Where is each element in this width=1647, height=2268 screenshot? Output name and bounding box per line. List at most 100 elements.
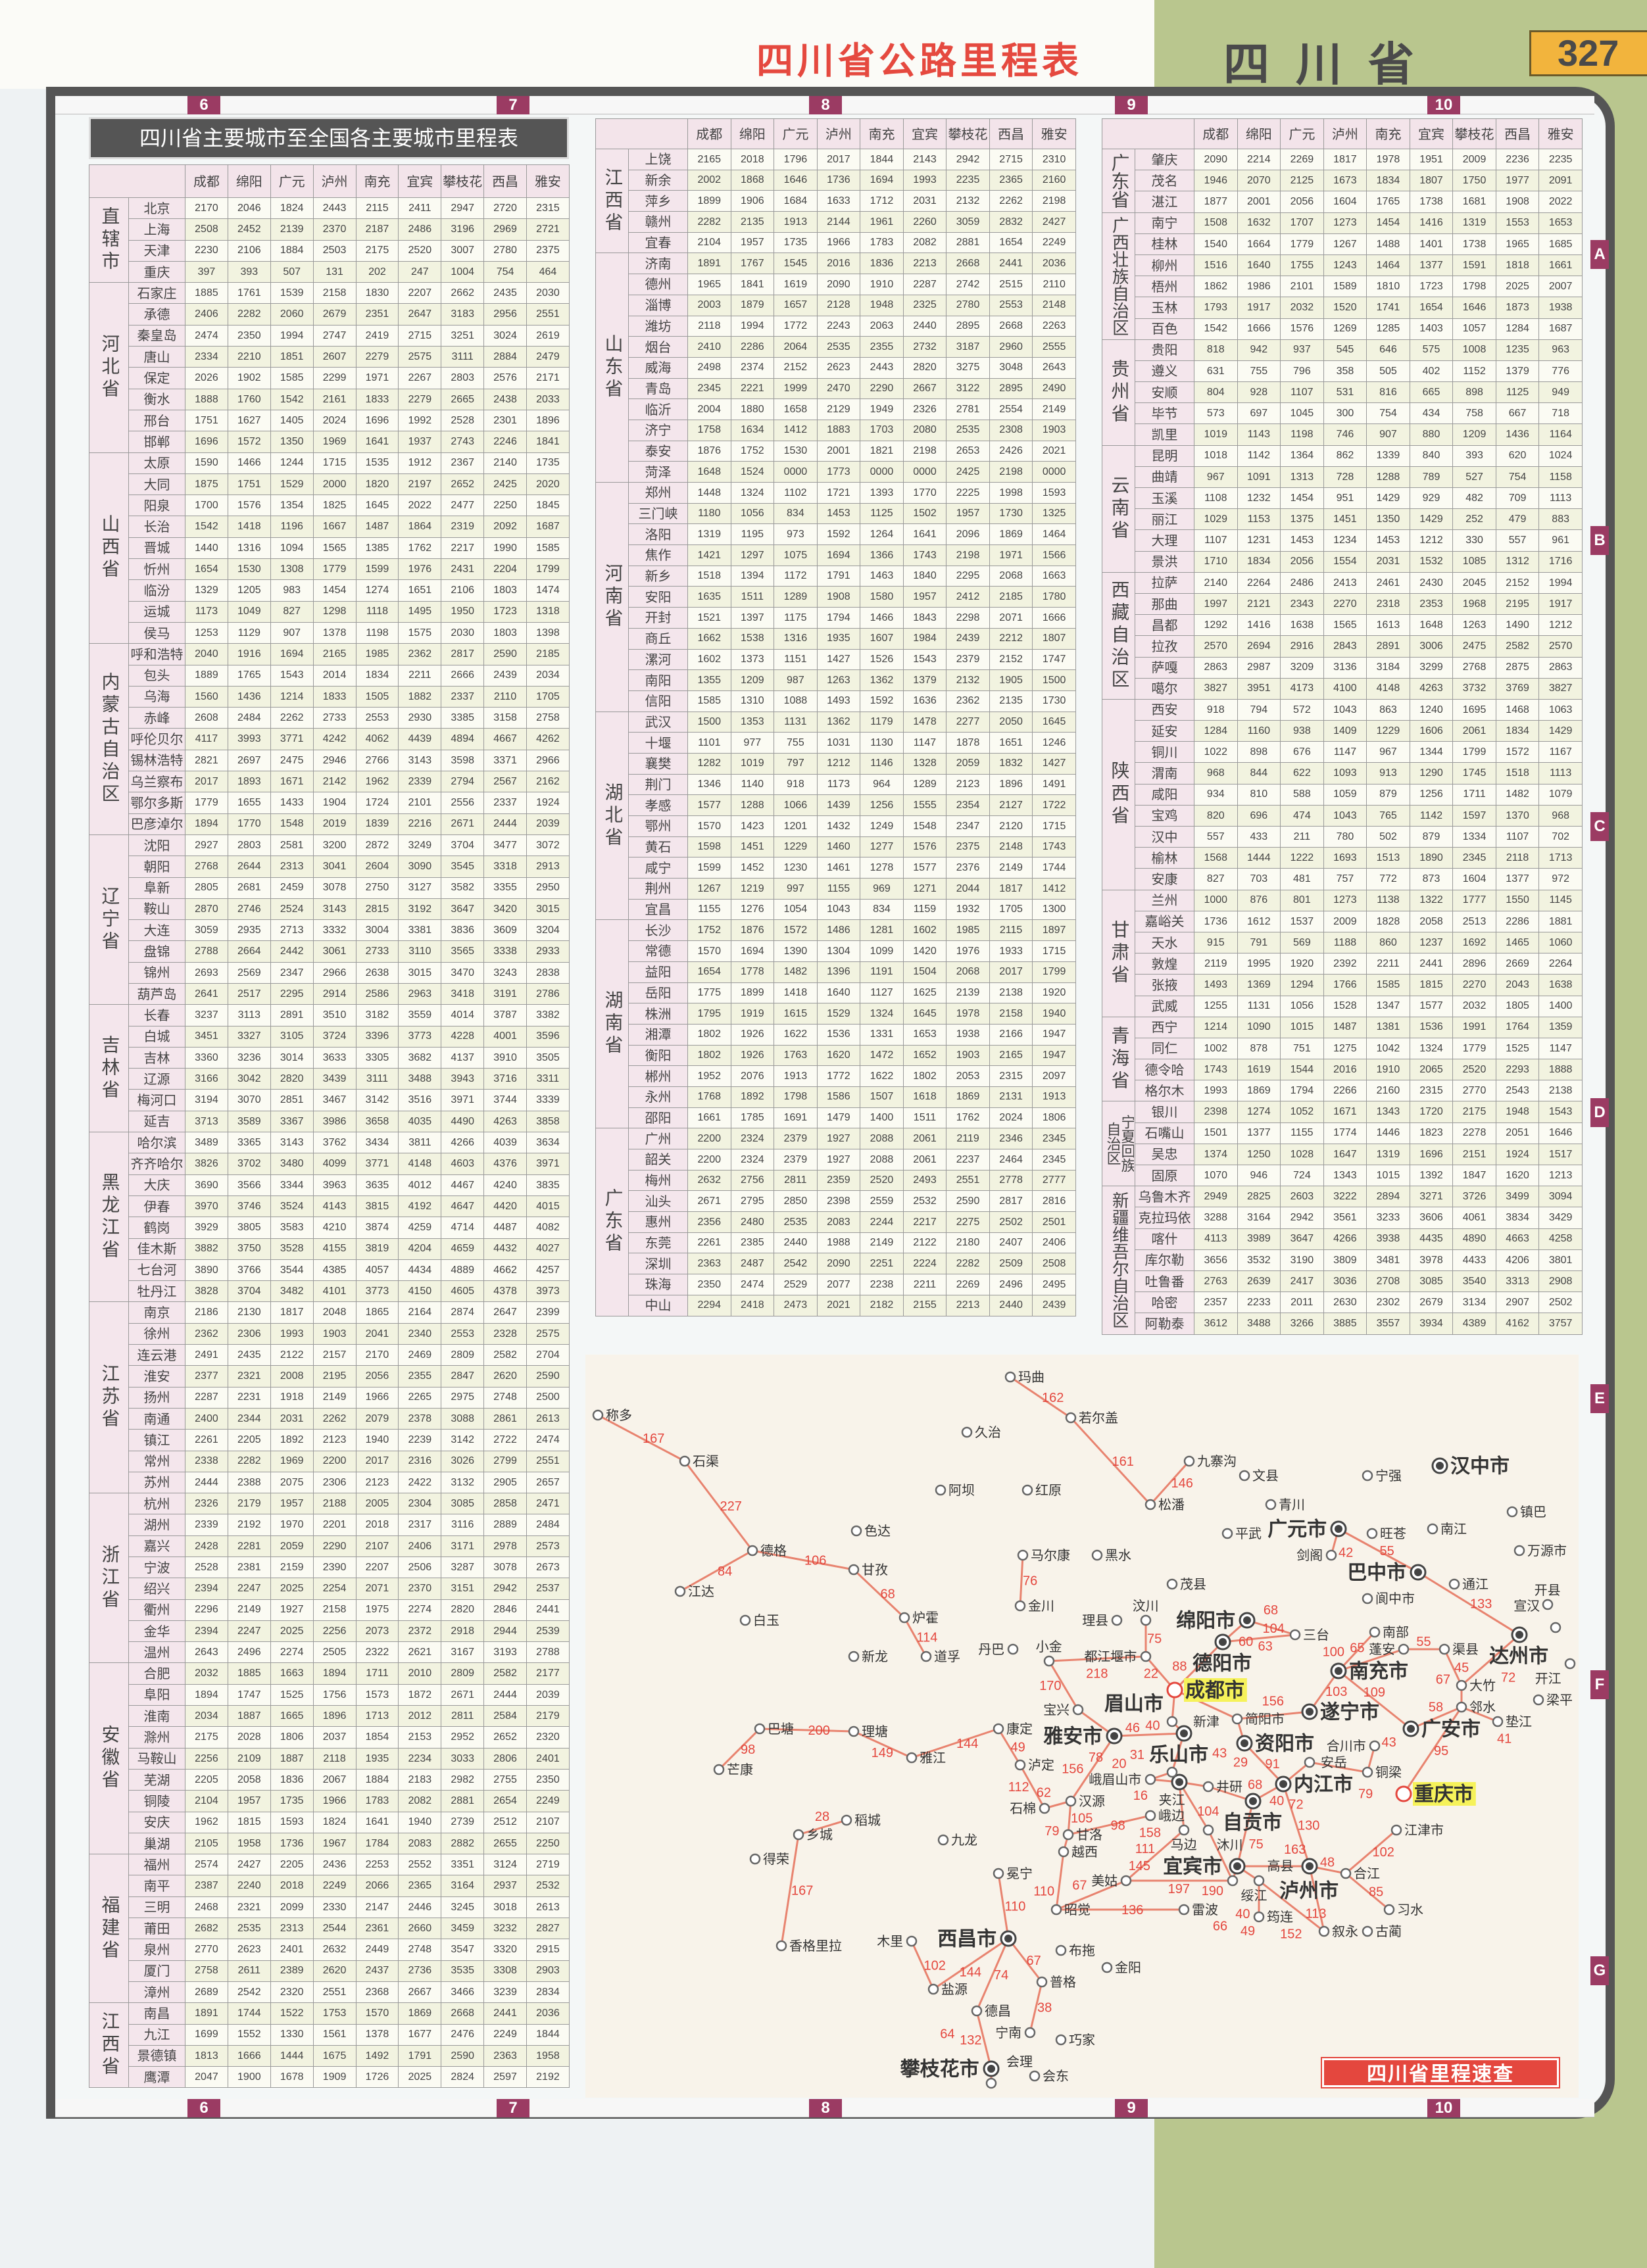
town-label: 绥江 (1241, 1888, 1267, 1904)
town-icon (1456, 1679, 1467, 1691)
distance-cell: 1063 (1538, 698, 1583, 721)
town-icon (1072, 1704, 1084, 1716)
city-cell: 景德镇 (128, 2044, 185, 2067)
table-row: 哈密 2357 2233 2011 2630 2302 2679 3134 2907 2502 (1102, 1291, 1583, 1314)
city-cell: 保定 (128, 367, 185, 389)
distance-cell: 2884 (483, 346, 527, 368)
town-icon (841, 1814, 852, 1826)
distance-cell: 2041 (355, 1322, 399, 1345)
distance-cell: 3339 (526, 1089, 570, 1111)
distance-cell: 1772 (816, 1065, 861, 1087)
distance-cell: 2175 (185, 1726, 228, 1749)
distance-cell: 2780 (483, 239, 527, 262)
table-row: 汕头 2671 2795 2850 2398 2559 2532 2590 2817 2816 (596, 1190, 1076, 1213)
city-cell: 深圳 (628, 1253, 688, 1275)
distance-cell: 1507 (860, 1086, 904, 1108)
distance-cell: 1908 (1495, 191, 1540, 213)
distance-cell: 1694 (860, 169, 904, 191)
table-row: 河南省 郑州 1448 1324 1102 1721 1393 1770 2225 1998 159… (595, 482, 1076, 712)
distance-cell: 2068 (946, 961, 990, 983)
distance-cell: 2475 (270, 749, 314, 772)
distance-cell: 2632 (312, 1939, 356, 1961)
distance-cell: 1615 (774, 1003, 818, 1025)
city-cell: 秦皇岛 (128, 324, 185, 347)
distance-cell: 1454 (312, 579, 356, 602)
table-row: 盘锦 2788 2664 2442 3061 2733 3110 3565 3338 2933 (89, 940, 570, 963)
city-cell: 湖州 (128, 1514, 185, 1536)
distance-cell: 4714 (441, 1217, 485, 1239)
distance-cell: 1937 (398, 431, 442, 453)
distance-cell: 1707 (1280, 212, 1324, 234)
distance-cell: 1713 (355, 1705, 399, 1727)
province-cell: 河南省 (595, 482, 629, 712)
town-label: 阆中市 (1375, 1591, 1415, 1606)
distance-cell: 211 (1280, 825, 1324, 848)
distance-cell: 1640 (816, 982, 861, 1004)
city-cell: 厦门 (128, 1960, 185, 1982)
distance-cell: 2018 (355, 1514, 399, 1536)
table-row: 漳州 2689 2542 2320 2551 2368 2667 3466 3239 2834 (89, 1981, 570, 2004)
distance-cell: 1294 (1280, 974, 1324, 996)
city-cell: 大连 (128, 919, 185, 942)
distance-cell: 2496 (989, 1274, 1033, 1295)
province-cell: 湖南省 (595, 919, 629, 1129)
distance-cell: 1892 (270, 1429, 314, 1451)
distance-cell: 1289 (902, 773, 947, 796)
distance-cell: 969 (860, 878, 904, 900)
distance-cell: 2286 (1495, 910, 1540, 932)
distance-cell: 1932 (946, 898, 990, 921)
distance-cell: 2345 (1032, 1149, 1076, 1170)
distance-cell: 1995 (1237, 953, 1281, 975)
distance-cell: 2318 (1366, 592, 1410, 615)
distance-cell: 2820 (902, 356, 947, 379)
city-cell: 襄樊 (628, 752, 688, 775)
capital-star-icon (1395, 1785, 1412, 1802)
city-cell: 萨嘎 (1135, 656, 1194, 679)
column-header: 泸州 (312, 164, 356, 198)
distance-cell: 4210 (312, 1217, 356, 1239)
table-row: 黄石 1598 1451 1229 1460 1277 1576 2375 2148 1743 (596, 836, 1076, 858)
distance-cell: 2422 (398, 1471, 442, 1494)
distance-cell: 1803 (483, 579, 527, 602)
province-label: 陕西省 (1108, 761, 1129, 829)
city-cell: 淮安 (128, 1365, 185, 1387)
town-icon (1039, 1802, 1050, 1814)
distance-cell: 2498 (687, 356, 731, 379)
distance-cell: 1971 (355, 367, 399, 389)
distance-cell: 2022 (398, 495, 442, 517)
distance-cell: 2225 (946, 482, 990, 504)
road-distance-label: 100 (1323, 1645, 1344, 1660)
distance-cell: 1685 (1538, 233, 1583, 255)
city-cell: 阿勒泰 (1135, 1313, 1194, 1335)
distance-cell: 1319 (1366, 1143, 1410, 1166)
distance-cell: 968 (1538, 804, 1583, 827)
distance-cell: 1070 (1194, 1164, 1238, 1187)
distance-cell: 1325 (1032, 502, 1076, 525)
distance-cell: 2942 (946, 149, 990, 170)
distance-cell: 1926 (730, 1044, 775, 1067)
distance-cell: 1400 (860, 1107, 904, 1129)
road-distance-label: 22 (1144, 1667, 1158, 1681)
city-cell: 阜新 (128, 877, 185, 899)
city-cell: 南阳 (628, 669, 688, 691)
distance-cell: 1138 (1366, 889, 1410, 911)
town-label: 井研 (1216, 1779, 1242, 1795)
distance-cell: 1799 (526, 558, 570, 581)
distance-cell: 4420 (483, 1195, 527, 1218)
distance-cell: 2152 (1495, 571, 1540, 594)
province-cell: 宁夏回族自治区 (1102, 1101, 1135, 1187)
distance-cell: 1390 (774, 940, 818, 962)
distance-cell: 1606 (1409, 720, 1454, 742)
distance-cell: 1147 (902, 732, 947, 754)
distance-cell: 1308 (270, 558, 314, 581)
distance-cell: 2464 (989, 1149, 1033, 1170)
distance-cell: 4378 (483, 1280, 527, 1303)
city-cell: 柳州 (1135, 254, 1194, 277)
distance-cell: 1535 (355, 452, 399, 474)
distance-cell: 1780 (1032, 586, 1076, 608)
distance-cell: 2544 (312, 1918, 356, 1940)
distance-cell: 1949 (860, 398, 904, 420)
distance-cell: 3746 (227, 1195, 271, 1218)
highlight-layer (1184, 1678, 1476, 1806)
distance-cell: 1453 (1280, 529, 1324, 552)
